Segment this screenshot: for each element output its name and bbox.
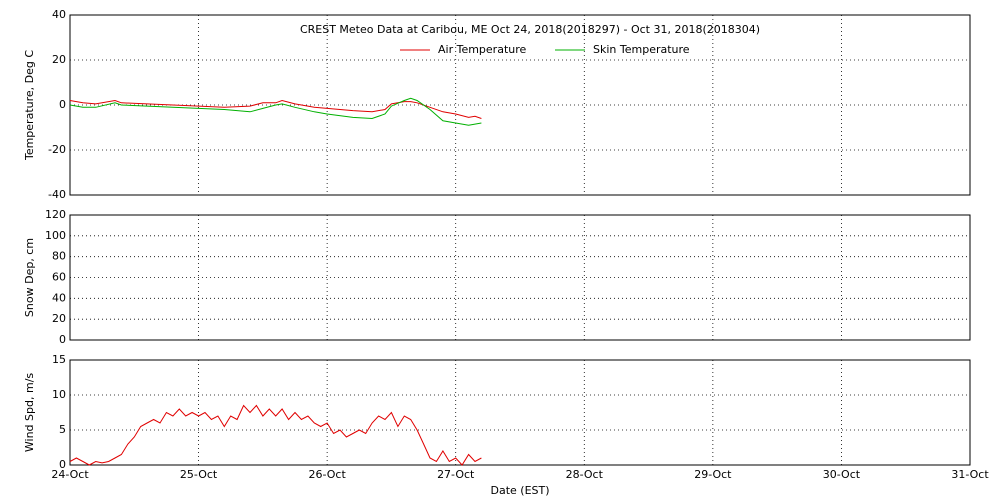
y-tick-label: 60 [52, 271, 66, 284]
y-axis-label: Temperature, Deg C [23, 50, 36, 161]
y-tick-label: 100 [45, 229, 66, 242]
y-tick-label: 80 [52, 250, 66, 263]
y-tick-label: -20 [48, 143, 66, 156]
plot-frame [69, 359, 971, 466]
legend-label: Air Temperature [438, 43, 527, 56]
data-line [69, 404, 482, 466]
y-axis-label: Snow Dep, cm [23, 238, 36, 317]
y-tick-label: 120 [45, 208, 66, 221]
x-tick-label: 27-Oct [437, 468, 475, 481]
y-axis-label: Wind Spd, m/s [23, 373, 36, 453]
y-tick-label: 20 [52, 53, 66, 66]
y-tick-label: 40 [52, 291, 66, 304]
x-tick-label: 31-Oct [951, 468, 989, 481]
y-tick-label: 0 [59, 98, 66, 111]
data-line [69, 97, 482, 126]
x-tick-label: 28-Oct [566, 468, 604, 481]
plot-frame [69, 214, 971, 341]
y-tick-label: 0 [59, 458, 66, 471]
x-tick-label: 29-Oct [694, 468, 732, 481]
y-tick-label: 10 [52, 388, 66, 401]
y-tick-label: 40 [52, 8, 66, 21]
y-tick-label: 15 [52, 353, 66, 366]
y-tick-label: -40 [48, 188, 66, 201]
y-tick-label: 0 [59, 333, 66, 346]
x-axis-label: Date (EST) [490, 484, 549, 497]
x-tick-label: 26-Oct [308, 468, 346, 481]
x-tick-label: 25-Oct [180, 468, 218, 481]
y-tick-label: 20 [52, 312, 66, 325]
chart-title: CREST Meteo Data at Caribou, ME Oct 24, … [300, 23, 760, 36]
x-tick-label: 30-Oct [823, 468, 861, 481]
legend-label: Skin Temperature [593, 43, 690, 56]
data-line [69, 99, 482, 119]
x-tick-label: 24-Oct [51, 468, 89, 481]
y-tick-label: 5 [59, 423, 66, 436]
